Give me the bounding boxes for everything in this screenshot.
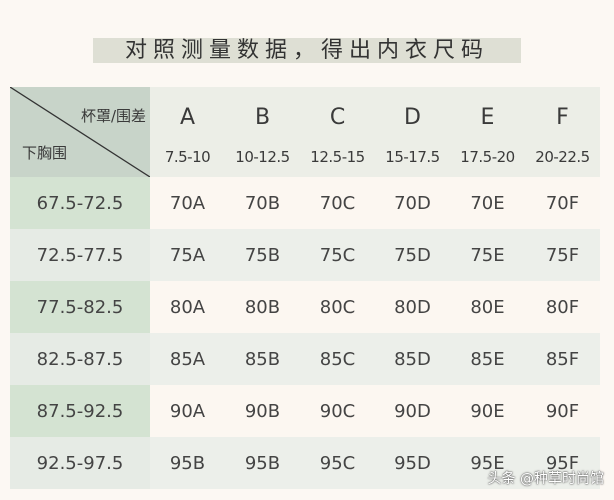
- cup-range: 7.5-10: [164, 147, 211, 166]
- size-cell: 70F: [525, 177, 600, 229]
- column-header-b: B 10-12.5: [225, 87, 300, 177]
- table-row: 77.5-82.5 80A 80B 80C 80D 80E 80F: [10, 281, 600, 333]
- size-cell: 80A: [150, 281, 225, 333]
- size-cell: 95B: [225, 437, 300, 489]
- underbust-range: 92.5-97.5: [10, 437, 150, 489]
- table-row: 82.5-87.5 85A 85B 85C 85D 85E 85F: [10, 333, 600, 385]
- size-cell: 90D: [375, 385, 450, 437]
- size-table: 杯罩/围差 下胸围 A 7.5-10 B 10-12.5 C 12.5-15 D 15-17.…: [10, 87, 600, 489]
- size-cell: 95B: [150, 437, 225, 489]
- size-cell: 85C: [300, 333, 375, 385]
- size-cell: 75E: [450, 229, 525, 281]
- underbust-range: 67.5-72.5: [10, 177, 150, 229]
- size-cell: 80D: [375, 281, 450, 333]
- cup-label: E: [480, 104, 495, 130]
- size-cell: 90E: [450, 385, 525, 437]
- size-cell: 70B: [225, 177, 300, 229]
- size-cell: 75A: [150, 229, 225, 281]
- diagonal-divider: [10, 87, 150, 177]
- table-row: 67.5-72.5 70A 70B 70C 70D 70E 70F: [10, 177, 600, 229]
- cup-range: 17.5-20: [460, 147, 515, 166]
- table-header: 杯罩/围差 下胸围 A 7.5-10 B 10-12.5 C 12.5-15 D 15-17.…: [10, 87, 600, 177]
- cup-label: C: [329, 104, 346, 130]
- size-cell: 85F: [525, 333, 600, 385]
- cup-range: 12.5-15: [310, 147, 365, 166]
- size-cell: 90C: [300, 385, 375, 437]
- corner-header: 杯罩/围差 下胸围: [10, 87, 150, 177]
- underbust-range: 72.5-77.5: [10, 229, 150, 281]
- size-cell: 80F: [525, 281, 600, 333]
- size-cell: 70C: [300, 177, 375, 229]
- cup-range: 10-12.5: [235, 147, 290, 166]
- underbust-label: 下胸围: [22, 144, 68, 162]
- table-row: 87.5-92.5 90A 90B 90C 90D 90E 90F: [10, 385, 600, 437]
- watermark: 头条 @种草时尚馆: [487, 471, 604, 487]
- size-cell: 70A: [150, 177, 225, 229]
- size-cell: 80E: [450, 281, 525, 333]
- size-cell: 95C: [300, 437, 375, 489]
- size-cell: 85D: [375, 333, 450, 385]
- size-cell: 85E: [450, 333, 525, 385]
- size-cell: 90B: [225, 385, 300, 437]
- cup-label: B: [254, 104, 271, 130]
- size-cell: 75F: [525, 229, 600, 281]
- size-cell: 95D: [375, 437, 450, 489]
- cup-label: D: [404, 104, 421, 130]
- cup-label: A: [179, 104, 196, 130]
- table-row: 92.5-97.5 95B 95B 95C 95D 95E 95F: [10, 437, 600, 489]
- size-cell: 80C: [300, 281, 375, 333]
- size-cell: 95E: [450, 437, 525, 489]
- column-header-e: E 17.5-20: [450, 87, 525, 177]
- column-header-d: D 15-17.5: [375, 87, 450, 177]
- cup-range: 15-17.5: [385, 147, 440, 166]
- size-cell: 70E: [450, 177, 525, 229]
- size-cell: 90A: [150, 385, 225, 437]
- cup-difference-label: 杯罩/围差: [80, 107, 146, 125]
- size-cell: 75C: [300, 229, 375, 281]
- underbust-range: 87.5-92.5: [10, 385, 150, 437]
- size-cell: 90F: [525, 385, 600, 437]
- size-cell: 70D: [375, 177, 450, 229]
- cup-label: F: [556, 104, 569, 130]
- underbust-range: 77.5-82.5: [10, 281, 150, 333]
- size-cell: 85A: [150, 333, 225, 385]
- table-row: 72.5-77.5 75A 75B 75C 75D 75E 75F: [10, 229, 600, 281]
- cup-range: 20-22.5: [535, 147, 590, 166]
- size-cell: 75B: [225, 229, 300, 281]
- page-title: 对照测量数据，得出内衣尺码: [93, 38, 521, 63]
- size-cell: 75D: [375, 229, 450, 281]
- size-cell: 95F: [525, 437, 600, 489]
- underbust-range: 82.5-87.5: [10, 333, 150, 385]
- column-header-f: F 20-22.5: [525, 87, 600, 177]
- size-cell: 80B: [225, 281, 300, 333]
- column-header-c: C 12.5-15: [300, 87, 375, 177]
- column-header-a: A 7.5-10: [150, 87, 225, 177]
- size-cell: 85B: [225, 333, 300, 385]
